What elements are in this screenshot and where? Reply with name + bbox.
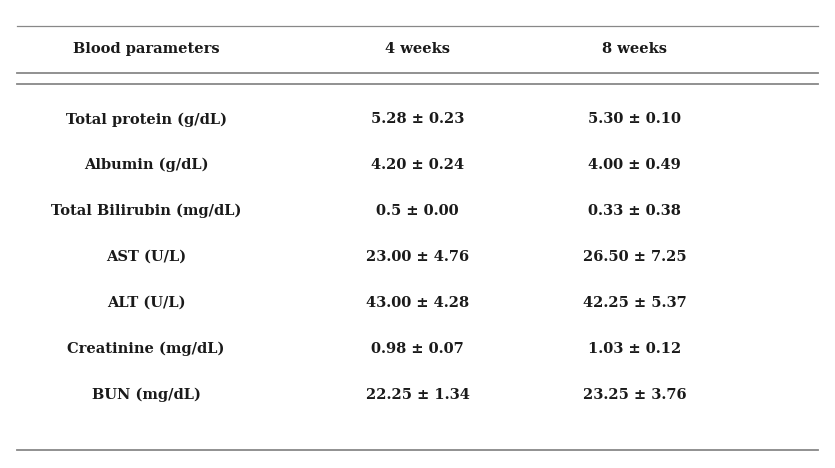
Text: 1.03 ± 0.12: 1.03 ± 0.12 bbox=[588, 342, 681, 356]
Text: Total protein (g/dL): Total protein (g/dL) bbox=[66, 112, 226, 126]
Text: 5.28 ± 0.23: 5.28 ± 0.23 bbox=[371, 112, 464, 126]
Text: 0.33 ± 0.38: 0.33 ± 0.38 bbox=[588, 204, 681, 218]
Text: 0.5 ± 0.00: 0.5 ± 0.00 bbox=[377, 204, 458, 218]
Text: Blood parameters: Blood parameters bbox=[73, 42, 220, 56]
Text: 8 weeks: 8 weeks bbox=[602, 42, 667, 56]
Text: 0.98 ± 0.07: 0.98 ± 0.07 bbox=[371, 342, 464, 356]
Text: 4 weeks: 4 weeks bbox=[385, 42, 450, 56]
Text: 43.00 ± 4.28: 43.00 ± 4.28 bbox=[366, 296, 469, 310]
Text: 26.50 ± 7.25: 26.50 ± 7.25 bbox=[583, 250, 686, 264]
Text: Total Bilirubin (mg/dL): Total Bilirubin (mg/dL) bbox=[51, 204, 241, 218]
Text: Albumin (g/dL): Albumin (g/dL) bbox=[84, 158, 209, 172]
Text: 4.00 ± 0.49: 4.00 ± 0.49 bbox=[588, 158, 681, 172]
Text: 42.25 ± 5.37: 42.25 ± 5.37 bbox=[583, 296, 686, 310]
Text: 22.25 ± 1.34: 22.25 ± 1.34 bbox=[366, 388, 469, 402]
Text: BUN (mg/dL): BUN (mg/dL) bbox=[92, 388, 200, 402]
Text: 4.20 ± 0.24: 4.20 ± 0.24 bbox=[371, 158, 464, 172]
Text: 23.25 ± 3.76: 23.25 ± 3.76 bbox=[583, 388, 686, 402]
Text: ALT (U/L): ALT (U/L) bbox=[107, 296, 185, 310]
Text: Creatinine (mg/dL): Creatinine (mg/dL) bbox=[68, 342, 225, 356]
Text: 5.30 ± 0.10: 5.30 ± 0.10 bbox=[588, 112, 681, 126]
Text: AST (U/L): AST (U/L) bbox=[106, 250, 186, 264]
Text: 23.00 ± 4.76: 23.00 ± 4.76 bbox=[366, 250, 469, 264]
